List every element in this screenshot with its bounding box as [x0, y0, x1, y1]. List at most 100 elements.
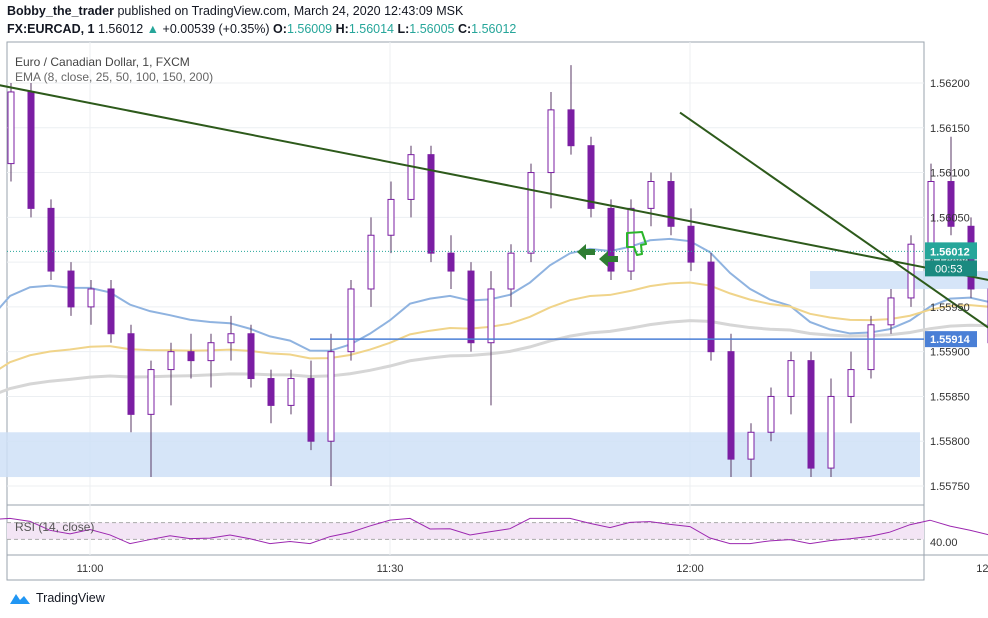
candle-body	[67, 270, 75, 308]
trendline[interactable]	[0, 70, 988, 377]
price-tick-label: 1.56100	[930, 168, 970, 180]
candle[interactable]	[667, 172, 675, 236]
candle[interactable]	[167, 342, 175, 406]
candle[interactable]	[607, 199, 615, 281]
rsi-pane	[0, 517, 988, 545]
tradingview-logo-icon	[10, 594, 30, 604]
candle-body	[207, 342, 215, 362]
candle[interactable]	[427, 145, 435, 263]
candle[interactable]	[307, 360, 315, 451]
candle-body	[487, 288, 495, 344]
candle[interactable]	[847, 351, 855, 424]
candle[interactable]	[647, 172, 655, 227]
candle[interactable]	[707, 253, 715, 361]
countdown-tag	[925, 260, 977, 277]
support-zone	[0, 432, 920, 478]
candle[interactable]	[947, 136, 955, 236]
candle[interactable]	[567, 65, 575, 155]
candle[interactable]	[487, 271, 495, 406]
annotation-lines[interactable]	[0, 70, 988, 377]
candle[interactable]	[287, 369, 295, 415]
candle-body	[287, 378, 295, 406]
candle[interactable]	[87, 280, 95, 325]
candle[interactable]	[587, 136, 595, 218]
last-price: 1.56012	[98, 22, 144, 36]
candle[interactable]	[367, 217, 375, 307]
trendline[interactable]	[679, 111, 988, 343]
candle-body	[867, 324, 875, 371]
candle[interactable]	[207, 333, 215, 388]
candle[interactable]	[387, 181, 395, 254]
candle[interactable]	[267, 369, 275, 424]
candle-body	[947, 181, 955, 227]
candle[interactable]	[247, 324, 255, 388]
candle[interactable]	[867, 315, 875, 379]
author-name[interactable]: Bobby_the_trader	[7, 4, 114, 18]
candle[interactable]	[447, 235, 455, 289]
candle[interactable]	[747, 423, 755, 478]
rsi-legend: RSI (14, close)	[15, 520, 94, 534]
candle[interactable]	[527, 163, 535, 263]
close-label: C:	[457, 22, 472, 36]
candle-body	[547, 109, 555, 174]
candle-body	[627, 207, 635, 272]
level-tag	[925, 331, 977, 348]
symbol-label: FX:EURCAD, 1	[7, 22, 95, 36]
candle[interactable]	[107, 280, 115, 343]
candle-body	[667, 181, 675, 227]
candle-body	[7, 91, 15, 165]
markers	[577, 231, 647, 267]
ema-lines	[0, 237, 988, 394]
level-tag-label: 1.55914	[930, 334, 971, 346]
candles[interactable]	[0, 65, 988, 486]
candle[interactable]	[47, 199, 55, 281]
candle-body	[787, 360, 795, 397]
candle[interactable]	[27, 83, 35, 218]
ohlc-line: FX:EURCAD, 1 1.56012 ▲ +0.00539 (+0.35%)…	[7, 22, 516, 36]
candle-body	[827, 395, 835, 469]
candle[interactable]	[467, 262, 475, 352]
last-price-tag-label: 1.56012	[930, 246, 970, 258]
candle[interactable]	[687, 208, 695, 272]
time-tick-label: 11:00	[77, 563, 104, 575]
footer-brand[interactable]: TradingView	[8, 590, 105, 606]
candle[interactable]	[147, 360, 155, 478]
candle[interactable]	[827, 378, 835, 478]
candle[interactable]	[127, 324, 135, 433]
candle-body	[527, 172, 535, 254]
candle-body	[147, 369, 155, 415]
time-tick-label: 12:00	[676, 563, 704, 575]
candle[interactable]	[7, 83, 15, 182]
price-tick-label: 1.55850	[930, 391, 970, 403]
arrow-left-icon	[599, 251, 618, 267]
candle[interactable]	[887, 288, 895, 334]
candle[interactable]	[547, 91, 555, 209]
rsi-band	[7, 522, 924, 540]
low-label: L:	[397, 22, 410, 36]
candle[interactable]	[767, 387, 775, 442]
candle[interactable]	[67, 262, 75, 316]
price-axis[interactable]: 1.562001.561501.561001.560501.560001.559…	[925, 78, 977, 549]
candle[interactable]	[787, 351, 795, 415]
candle[interactable]	[407, 145, 415, 218]
candle-body	[107, 288, 115, 335]
candle[interactable]	[807, 351, 815, 478]
candle[interactable]	[627, 199, 635, 281]
publish-info: published on TradingView.com, March 24, …	[117, 4, 464, 18]
candle[interactable]	[327, 333, 335, 486]
candle-body	[607, 207, 615, 272]
price-tick-label: 1.56050	[930, 212, 970, 224]
candle[interactable]	[347, 280, 355, 361]
chart-canvas[interactable]: 1.562001.561501.561001.560501.560001.559…	[0, 0, 988, 590]
candle[interactable]	[727, 333, 735, 478]
candle[interactable]	[187, 333, 195, 379]
candle-body	[327, 351, 335, 442]
ema-legend: EMA (8, close, 25, 50, 100, 150, 200)	[15, 70, 213, 84]
candle-body	[447, 252, 455, 272]
candle[interactable]	[507, 244, 515, 307]
candle-body	[387, 198, 395, 236]
candle-body	[187, 351, 195, 362]
candle[interactable]	[227, 315, 235, 361]
candle-body	[347, 288, 355, 353]
